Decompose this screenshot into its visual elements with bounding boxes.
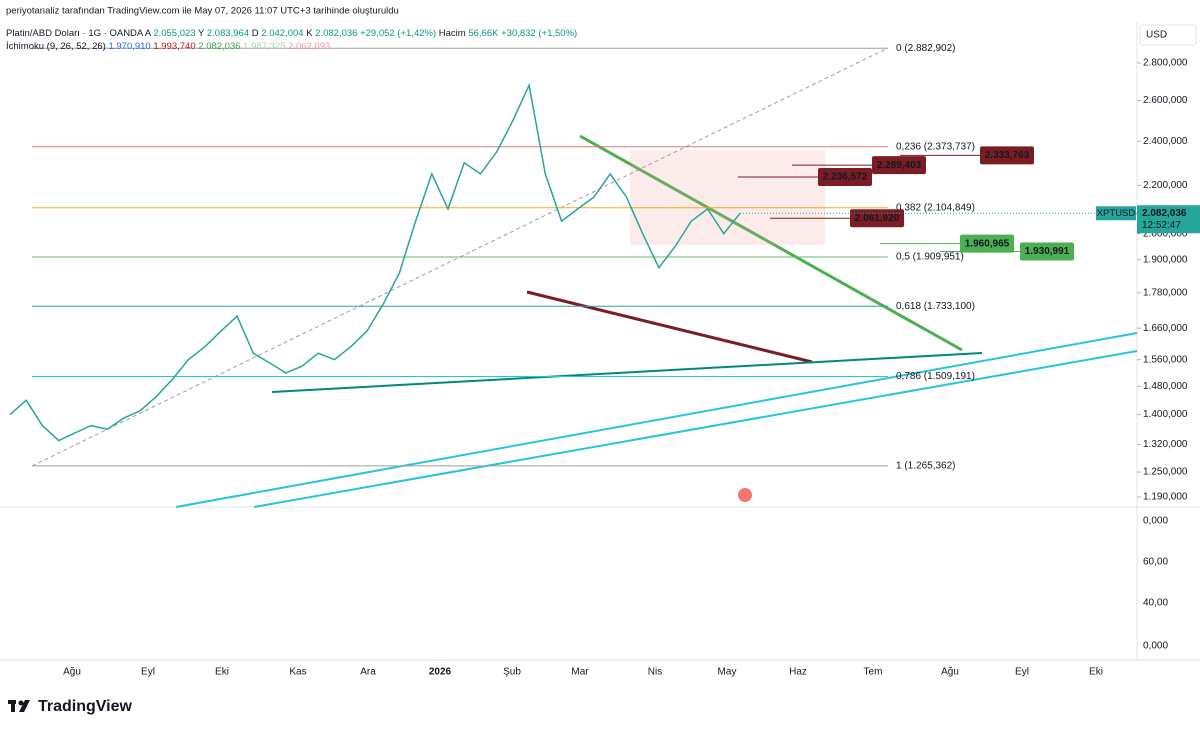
fib-label: 0,618 (1.733,100)	[896, 301, 975, 312]
price-tag	[818, 167, 872, 186]
indicator-value: 2.062,093	[288, 41, 330, 52]
price-tick-label: 2.000,000	[1143, 228, 1188, 239]
ohlc-value: 2.055,023	[153, 28, 195, 39]
indicator-value: 1.970,910	[108, 41, 150, 52]
change: +29,052 (+1,42%)	[360, 28, 436, 39]
symbol: XPTUSD	[1097, 208, 1136, 219]
indicator-value: 2.082,036	[198, 41, 240, 52]
last-price-tag	[1137, 205, 1200, 234]
fib-label: 1 (1.265,362)	[896, 460, 956, 471]
price-tick-label: 1.560,000	[1143, 354, 1188, 365]
ohlc-key: A	[145, 28, 152, 39]
price-tick-label: 2.800,000	[1143, 58, 1188, 69]
logo-mark	[11, 700, 15, 712]
logo-text: TradingView	[38, 698, 133, 715]
time-tick-label: Haz	[789, 667, 807, 678]
time-tick-label: Şub	[503, 667, 521, 678]
price-tag-label: 1.930,991	[1025, 246, 1070, 257]
price-tick-label: 1.250,000	[1143, 467, 1188, 478]
volume: 56,66K	[468, 28, 499, 39]
ohlc-key: K	[306, 28, 313, 39]
lower-tick-label: 40,00	[1143, 598, 1168, 609]
fib-label: 0,786 (1.509,191)	[896, 371, 975, 382]
channel-line	[175, 332, 1138, 508]
indicator-name: İchimoku (9, 26, 52, 26)	[6, 41, 106, 52]
lower-tick-label: 0,000	[1143, 516, 1168, 527]
ohlc-key: D	[252, 28, 259, 39]
fib-label: 0,5 (1.909,951)	[896, 252, 964, 263]
countdown: 12:52:47	[1142, 220, 1181, 231]
time-tick-label: Eyl	[141, 667, 155, 678]
time-tick-label: Ağu	[63, 667, 81, 678]
channel-line	[253, 350, 1138, 508]
price-tag-label: 2.061,920	[855, 213, 900, 224]
price-tag-label: 2.289,403	[877, 160, 922, 171]
lower-tick-label: 60,00	[1143, 557, 1168, 568]
time-tick-label: Nis	[648, 667, 662, 678]
price-tag-label: 1.960,965	[965, 238, 1010, 249]
time-tick-label: Kas	[289, 667, 306, 678]
price-tag-label: 2.236,572	[823, 172, 868, 183]
price-tag	[980, 146, 1034, 165]
price-tick-label: 1.660,000	[1143, 323, 1188, 334]
price-tick-label: 2.600,000	[1143, 95, 1188, 106]
fib-label: 0,382 (2.104,849)	[896, 202, 975, 213]
trend-line	[271, 352, 983, 393]
logo-mark	[18, 700, 24, 706]
price-line	[9, 82, 741, 442]
price-tag-label: 2.333,763	[985, 150, 1030, 161]
price-tag	[1020, 242, 1074, 261]
event-icon	[738, 488, 752, 502]
price-tag	[960, 234, 1014, 253]
logo: TradingView	[8, 698, 133, 715]
time-tick-label: Ara	[360, 667, 376, 678]
price-tick-label: 1.780,000	[1143, 287, 1188, 298]
logo-mark	[19, 700, 30, 712]
price-tick-label: 1.190,000	[1143, 492, 1188, 503]
ohlc-value: 2.083,964	[207, 28, 249, 39]
indicator-value: 1.987,325	[243, 41, 285, 52]
fib-label: 0,236 (2.373,737)	[896, 141, 975, 152]
time-tick-label: 2026	[429, 667, 452, 678]
time-tick-label: Mar	[571, 667, 589, 678]
time-tick-label: Ağu	[941, 667, 959, 678]
indicator-line: İchimoku (9, 26, 52, 26) 1.970,910 1.993…	[6, 41, 330, 52]
ichimoku-cloud	[630, 150, 825, 245]
currency: USD	[1146, 30, 1167, 41]
price-tick-label: 1.480,000	[1143, 381, 1188, 392]
currency-box	[1139, 24, 1197, 46]
symbol-name: Platin/ABD Doları · 1G · OANDA	[6, 28, 144, 39]
price-tick-label: 1.400,000	[1143, 409, 1188, 420]
time-tick-label: Eki	[1089, 667, 1103, 678]
attribution: periyotanaliz tarafından TradingView.com…	[6, 6, 399, 17]
time-tick-label: Tem	[864, 667, 883, 678]
price-tick-label: 2.200,000	[1143, 180, 1188, 191]
trend-line	[579, 134, 963, 352]
time-tick-label: Eki	[215, 667, 229, 678]
symbol-tag	[1096, 206, 1136, 221]
indicator-value: 1.993,740	[153, 41, 195, 52]
fib-label: 0 (2.882,902)	[896, 43, 956, 54]
time-tick-label: May	[718, 667, 737, 678]
legend-line: Platin/ABD Doları · 1G · OANDA A 2.055,0…	[6, 28, 577, 39]
lower-tick-label: 0,000	[1143, 641, 1168, 652]
ohlc-value: 2.082,036	[315, 28, 357, 39]
last-price-label: 2.082,036	[1142, 208, 1187, 219]
volume-change: +30,832 (+1,50%)	[501, 28, 577, 39]
ohlc-value: 2.042,004	[261, 28, 303, 39]
ohlc-key: Y	[198, 28, 205, 39]
volume-label: Hacim	[439, 28, 466, 39]
price-tag	[872, 156, 926, 175]
price-tick-label: 1.900,000	[1143, 254, 1188, 265]
price-tick-label: 1.320,000	[1143, 439, 1188, 450]
time-tick-label: Eyl	[1015, 667, 1029, 678]
price-tick-label: 2.400,000	[1143, 136, 1188, 147]
trend-line	[526, 290, 813, 364]
